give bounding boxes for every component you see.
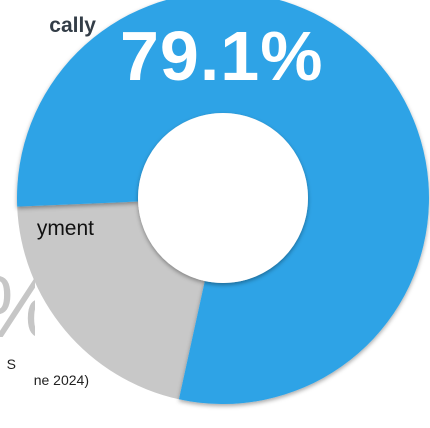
donut-slice-secondary — [17, 201, 205, 400]
donut-hole — [138, 113, 308, 283]
donut-slice-primary — [17, 0, 429, 404]
slices-group — [17, 0, 429, 404]
